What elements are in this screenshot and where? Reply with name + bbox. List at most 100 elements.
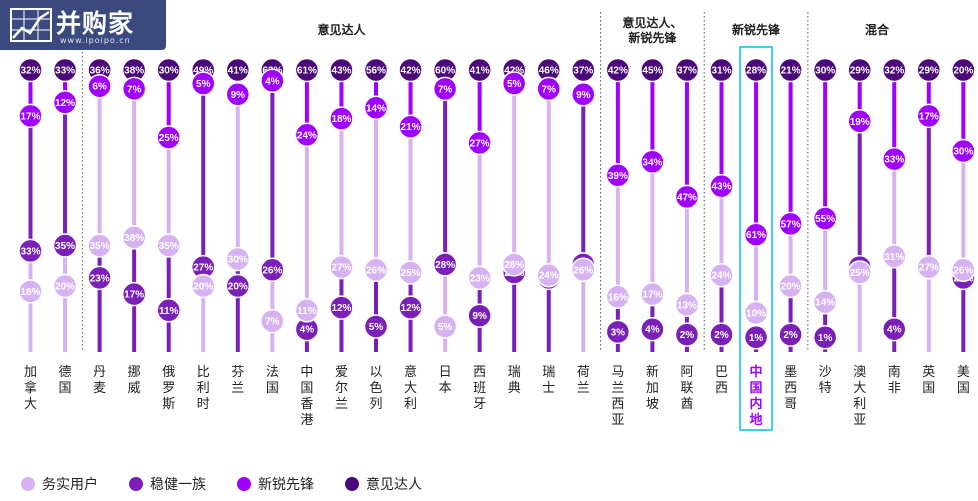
group-label: 意见达人、	[622, 15, 682, 30]
dot-opinion	[52, 57, 78, 83]
label-opinion: 20%	[953, 66, 973, 77]
dot-practical	[571, 257, 596, 283]
dot-pioneer	[674, 184, 700, 210]
label-pioneer: 43%	[711, 182, 731, 193]
country-label-char: 牙	[473, 397, 486, 412]
dot-opinion	[778, 57, 803, 83]
dot-opinion	[951, 57, 976, 83]
dot-steady	[398, 295, 423, 320]
label-opinion: 42%	[401, 66, 421, 77]
dot-practical	[951, 257, 976, 283]
country-label-char: 大	[24, 397, 37, 412]
dot-steady	[225, 273, 251, 299]
country-label-char: 威	[128, 381, 141, 396]
dot-steady	[121, 281, 147, 307]
label-pioneer: 7%	[542, 84, 557, 95]
label-opinion: 46%	[539, 66, 559, 77]
dot-opinion	[294, 57, 320, 83]
watermark-text: 并购家	[56, 9, 135, 38]
label-pioneer: 7%	[438, 84, 453, 95]
dot-steady	[605, 319, 631, 345]
dot-steady	[18, 238, 43, 264]
label-practical: 20%	[781, 282, 801, 293]
label-practical: 26%	[366, 265, 386, 276]
label-steady: 4%	[300, 325, 315, 336]
dot-practical	[847, 260, 872, 285]
dot-pioneer	[363, 95, 389, 121]
label-pioneer: 55%	[815, 214, 835, 225]
country-label-char: 兰	[577, 381, 590, 396]
country-label-char: 英	[922, 365, 935, 380]
dot-steady	[52, 233, 78, 258]
dot-pioneer	[916, 103, 942, 129]
dot-practical	[329, 254, 354, 280]
legend-label: 新锐先锋	[258, 477, 314, 493]
dot-practical	[432, 314, 458, 339]
label-pioneer: 39%	[608, 171, 628, 182]
country-label-char: 哥	[784, 397, 797, 412]
country-label-char: 国	[922, 381, 935, 396]
label-pioneer: 9%	[576, 90, 591, 101]
label-opinion: 30%	[815, 66, 835, 77]
label-pioneer: 34%	[642, 157, 662, 168]
country-label-char: 兰	[335, 397, 348, 412]
dot-steady	[674, 322, 700, 347]
country-label-char: 特	[819, 381, 832, 396]
dot-pioneer	[812, 206, 838, 231]
dot-practical	[121, 225, 147, 250]
country-label-char: 澳	[853, 364, 866, 380]
label-opinion: 45%	[642, 66, 662, 77]
dot-pioneer	[709, 173, 734, 199]
country-label-char: 酋	[680, 396, 693, 412]
country-label-char: 国	[750, 381, 763, 396]
dot-pioneer	[605, 163, 631, 188]
label-pioneer: 17%	[919, 111, 939, 122]
label-opinion: 41%	[228, 66, 248, 77]
label-steady: 5%	[369, 322, 384, 333]
label-pioneer: 5%	[196, 79, 211, 90]
dot-opinion	[363, 57, 389, 83]
dot-steady	[743, 325, 769, 350]
label-practical: 20%	[55, 282, 75, 293]
dot-pioneer	[18, 103, 43, 129]
label-steady: 3%	[611, 327, 626, 338]
country-label-char: 比	[197, 365, 210, 380]
dot-practical	[225, 246, 251, 272]
dot-pioneer	[951, 138, 976, 164]
country-label-char: 亚	[853, 413, 866, 428]
country-label-char: 马	[611, 365, 624, 380]
label-practical: 7%	[265, 317, 280, 328]
chart-logo-icon	[10, 8, 52, 42]
country-label-char: 意	[404, 364, 417, 380]
label-pioneer: 27%	[470, 138, 490, 149]
label-opinion: 29%	[919, 66, 939, 77]
dot-steady	[363, 314, 389, 339]
label-pioneer: 7%	[127, 84, 142, 95]
dot-practical	[156, 233, 181, 258]
label-pioneer: 47%	[677, 192, 697, 203]
country-label-char: 芬	[231, 365, 244, 380]
label-pioneer: 18%	[331, 114, 351, 125]
country-label-char: 南	[888, 364, 901, 380]
dot-pioneer	[467, 130, 492, 156]
label-pioneer: 61%	[746, 230, 766, 241]
dot-pioneer	[329, 106, 354, 131]
label-pioneer: 30%	[953, 147, 973, 158]
country-label-char: 法	[266, 365, 279, 380]
label-opinion: 43%	[331, 66, 351, 77]
dot-pioneer	[743, 222, 769, 247]
dot-pioneer	[640, 149, 665, 175]
label-steady: 12%	[401, 303, 421, 314]
label-practical: 25%	[401, 268, 421, 279]
dot-steady	[882, 316, 907, 342]
country-label-char: 挪	[128, 365, 141, 380]
country-label-char: 沙	[819, 365, 832, 380]
country-label-char: 兰	[611, 381, 624, 396]
dot-pioneer	[52, 90, 78, 115]
country-label-char: 罗	[162, 381, 175, 396]
label-practical: 30%	[228, 255, 248, 266]
dot-steady	[778, 322, 803, 347]
label-practical: 10%	[746, 309, 766, 320]
country-label-char: 新	[646, 364, 659, 380]
country-label-char: 大	[853, 381, 866, 396]
